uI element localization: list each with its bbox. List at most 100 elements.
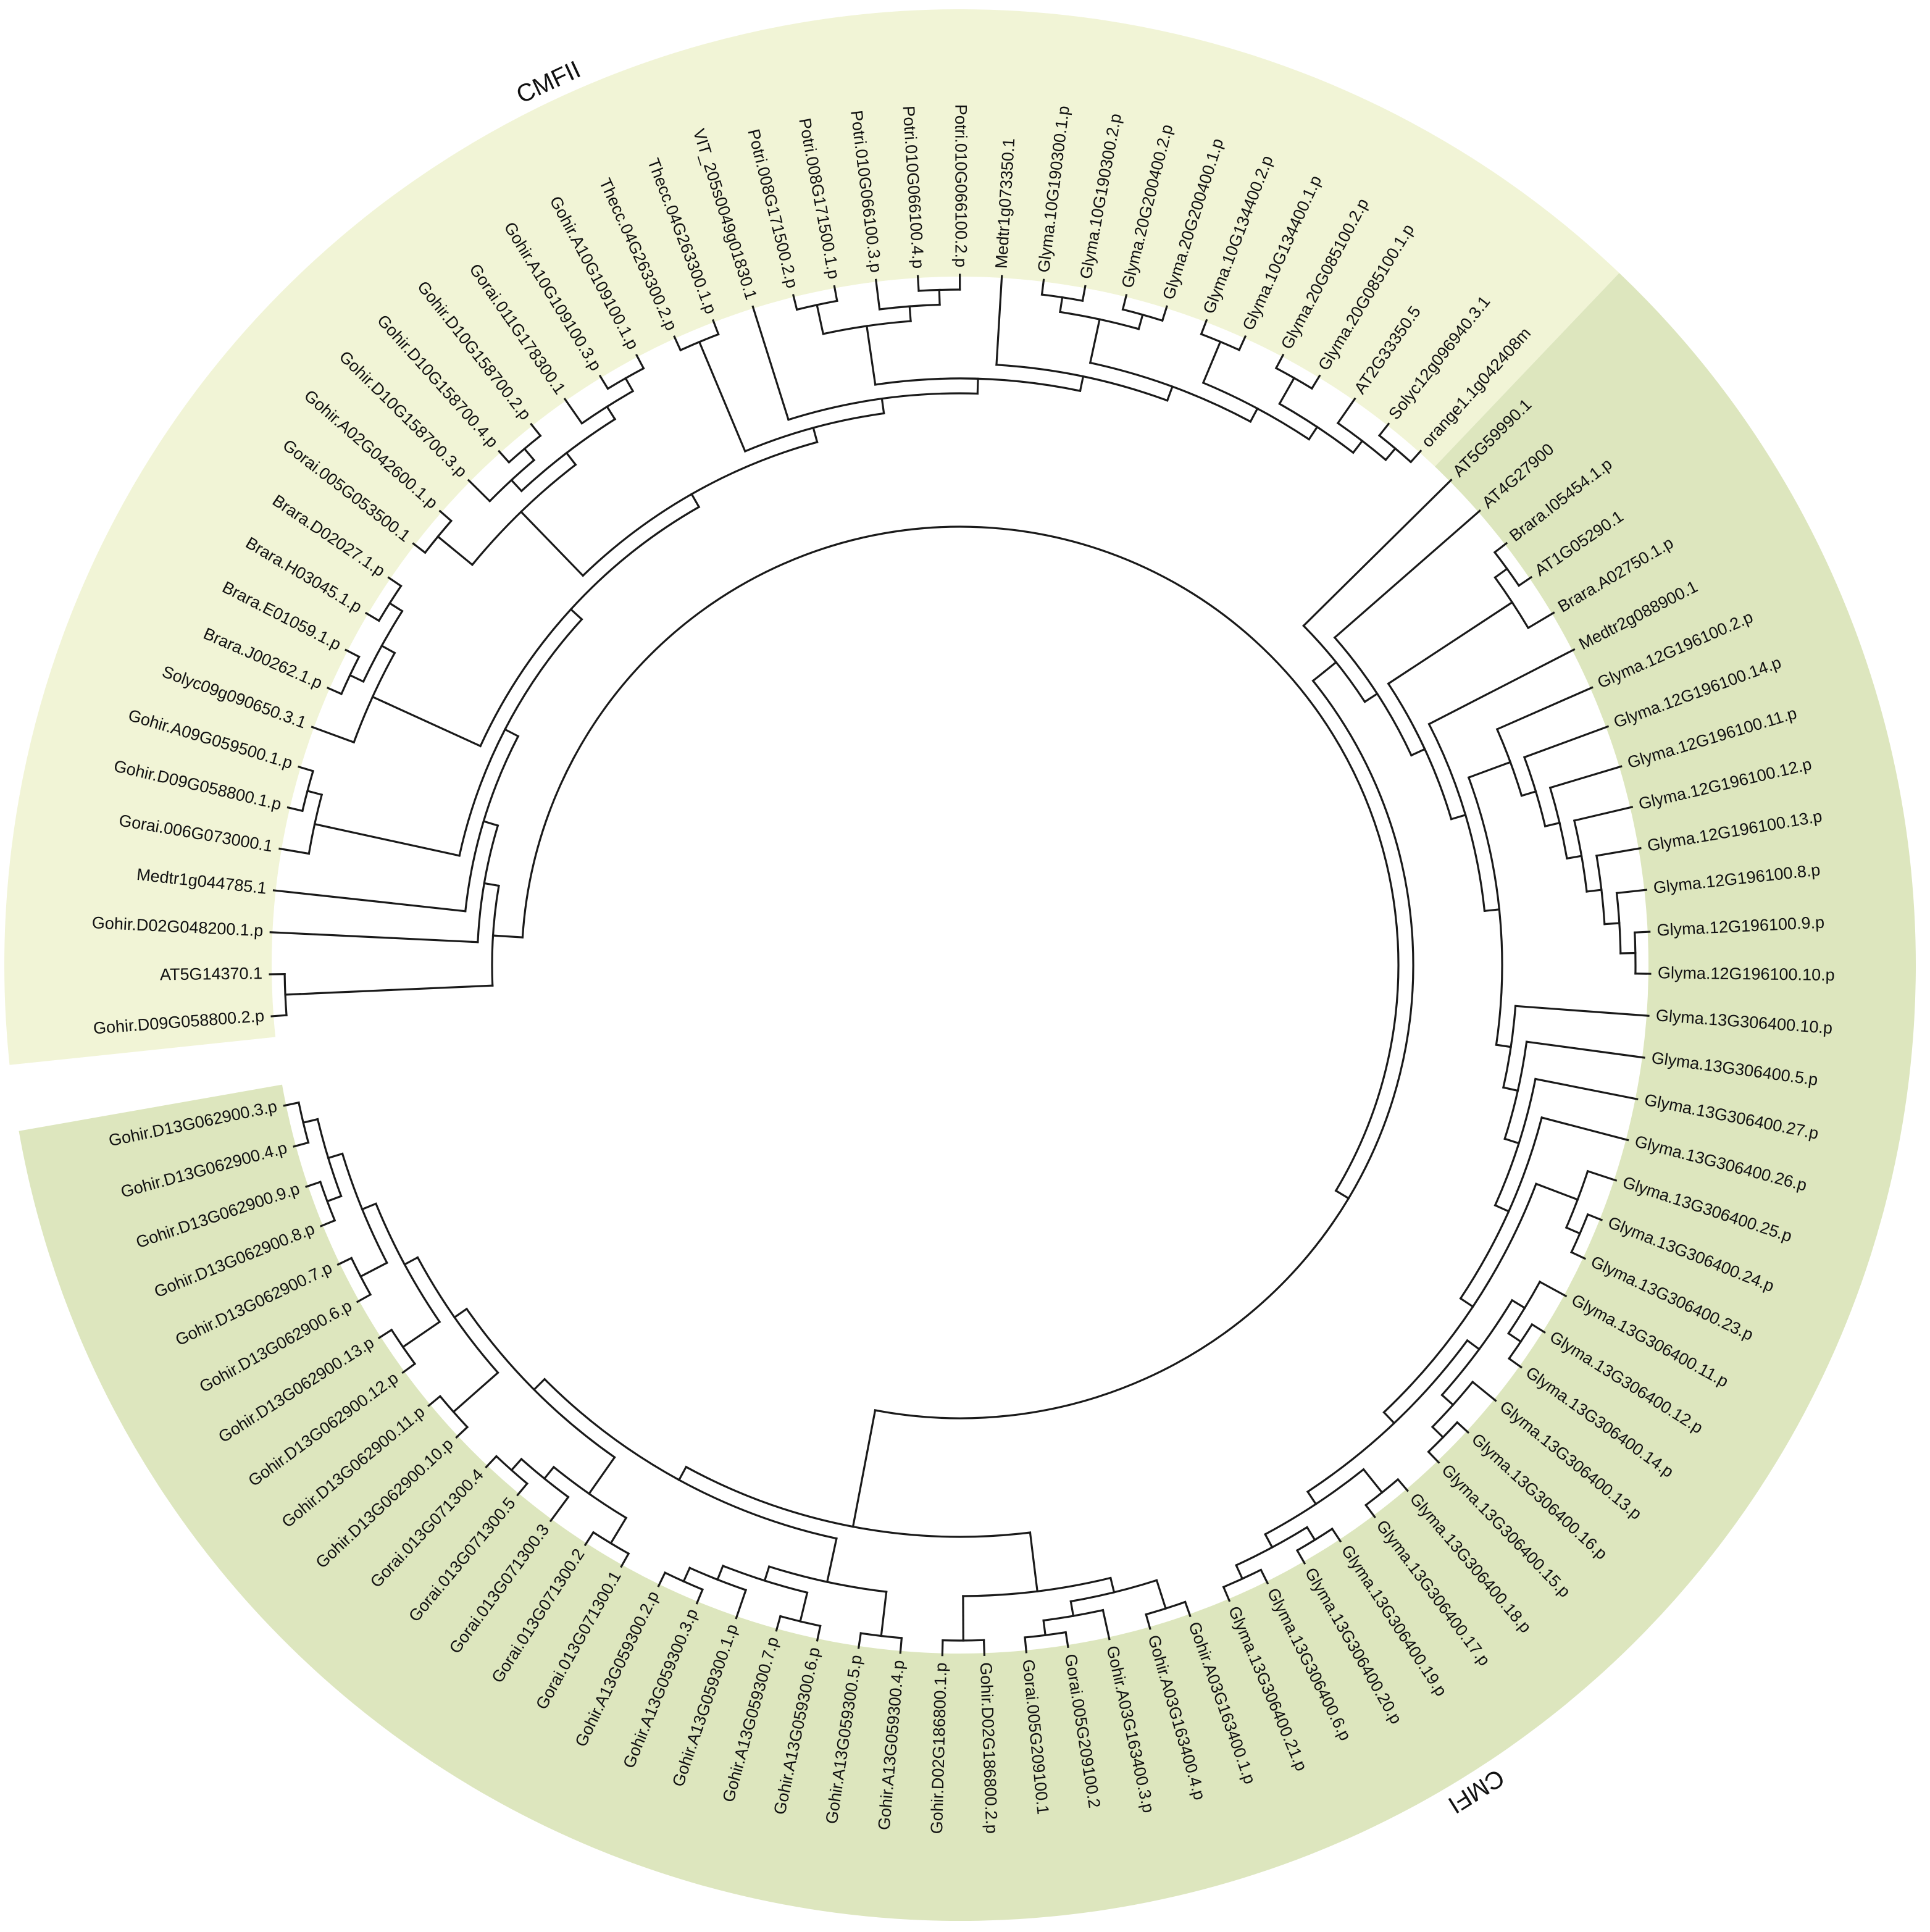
branch-segment-78 — [1409, 450, 1422, 464]
branch-segment-177 — [1222, 1586, 1231, 1602]
branch-segment-192 — [1459, 1297, 1474, 1308]
branch-segment-259 — [516, 1482, 529, 1497]
branch-segment-37 — [563, 398, 583, 425]
branch-segment-218 — [1323, 661, 1338, 673]
branch-segment-207 — [1483, 908, 1501, 913]
branch-segment-266 — [543, 1465, 556, 1480]
branch-segment-153 — [1564, 1226, 1582, 1235]
branch-segment-256 — [620, 1552, 630, 1568]
branch-segment-75 — [1310, 374, 1321, 390]
branch-segment-210 — [1450, 813, 1467, 821]
branch-segment-38 — [624, 377, 635, 393]
branch-segment-275 — [336, 1257, 353, 1266]
branch-segment-111 — [569, 608, 583, 621]
branch-segment-222 — [1159, 1593, 1168, 1610]
branch-segment-245 — [657, 1571, 667, 1587]
branch-segment-93 — [1166, 385, 1174, 402]
branch-segment-209 — [1387, 601, 1514, 685]
branch-segment-235 — [1109, 1576, 1116, 1594]
branch-segment-229 — [1155, 1579, 1163, 1596]
branch-segment-162 — [1427, 1450, 1440, 1464]
branch-segment-123 — [1517, 575, 1533, 587]
branch-segment-277 — [319, 1219, 336, 1227]
branch-segment-232 — [982, 1639, 986, 1656]
branch-segment-110 — [328, 826, 461, 857]
branch-segment-152 — [1586, 1169, 1618, 1182]
branch-segment-286 — [359, 1261, 388, 1278]
branch-segment-180 — [1235, 1563, 1244, 1580]
branch-segment-173 — [1331, 1527, 1342, 1543]
branch-segment-239 — [857, 1632, 863, 1649]
branch-segment-102 — [880, 397, 885, 415]
branch-segment-92 — [995, 275, 1003, 366]
branch-segment-298 — [825, 1537, 838, 1583]
branch-segment-281 — [283, 1101, 300, 1107]
branch-segment-131 — [1615, 889, 1648, 895]
branch-segment-268 — [455, 1426, 469, 1439]
branch-segment-11 — [326, 687, 343, 695]
branch-segment-53 — [916, 275, 920, 292]
branch-segment-308 — [1334, 1189, 1350, 1200]
branch-segment-86 — [1201, 340, 1222, 385]
branch-segment-158 — [1538, 1280, 1568, 1298]
tree-branches — [269, 274, 1652, 1657]
branch-segment-83 — [1278, 377, 1296, 406]
branch-segment-43 — [448, 544, 474, 566]
branch-segment-120 — [483, 882, 500, 887]
clade-background-bands — [4, 9, 1916, 1921]
branch-segment-137 — [1573, 806, 1634, 822]
branch-segment-247 — [735, 1589, 748, 1620]
branch-segment-101 — [703, 354, 746, 453]
branch-segment-138 — [1585, 889, 1603, 893]
branch-segment-134 — [1595, 847, 1642, 857]
branch-segment-80 — [1336, 397, 1356, 425]
branch-segment-212 — [1333, 509, 1482, 639]
branch-segment-198 — [1503, 1137, 1521, 1145]
branch-segment-147 — [1520, 790, 1537, 797]
branch-segment-114 — [503, 728, 520, 738]
branch-segment-301 — [1029, 1531, 1038, 1593]
branch-segment-305 — [851, 1409, 877, 1528]
branch-segment-149 — [1586, 1213, 1603, 1221]
branch-segment-233 — [941, 1639, 944, 1657]
branch-segment-32 — [523, 447, 536, 462]
branch-segment-195 — [1493, 1203, 1510, 1213]
branch-segment-161 — [1455, 1421, 1470, 1434]
branch-segment-34 — [598, 374, 609, 390]
branch-segment-156 — [1507, 1357, 1523, 1369]
branch-segment-25 — [438, 509, 453, 522]
branch-segment-189 — [1382, 1411, 1396, 1425]
branch-segment-263 — [510, 1457, 523, 1472]
branch-segment-20 — [311, 726, 356, 744]
branch-segment-49 — [698, 340, 707, 358]
branch-segment-119 — [299, 984, 494, 995]
branch-segment-90 — [1249, 407, 1259, 423]
node-arc-300 — [543, 1378, 838, 1540]
branch-segment-41 — [605, 405, 617, 421]
branch-segment-31 — [467, 479, 491, 503]
branch-segment-117 — [482, 820, 499, 827]
branch-segment-188 — [1534, 1182, 1579, 1201]
branch-segment-155 — [1531, 1323, 1546, 1334]
branch-segment-194 — [1534, 1077, 1639, 1100]
branch-segment-174 — [1295, 1549, 1306, 1565]
leaf-label: Potri.010G066100.2.p — [951, 104, 970, 267]
branch-segment-272 — [377, 1328, 393, 1339]
branch-segment-213 — [1410, 748, 1426, 757]
branch-segment-21 — [380, 644, 396, 654]
branch-segment-254 — [763, 1565, 771, 1582]
branch-segment-296 — [453, 1307, 469, 1319]
branch-segment-265 — [609, 1516, 628, 1545]
branch-segment-7 — [278, 847, 311, 855]
branch-segment-56 — [874, 278, 881, 311]
branch-segment-87 — [1307, 425, 1319, 441]
branch-segment-135 — [1603, 922, 1621, 926]
branch-segment-17 — [348, 674, 365, 683]
branch-segment-8 — [306, 789, 324, 797]
branch-segment-220 — [1145, 1613, 1151, 1630]
branch-segment-69 — [1137, 313, 1144, 330]
branch-segment-63 — [1081, 285, 1087, 303]
branch-segment-143 — [1523, 725, 1610, 759]
branch-segment-40 — [510, 479, 523, 493]
branch-segment-146 — [1495, 686, 1594, 731]
